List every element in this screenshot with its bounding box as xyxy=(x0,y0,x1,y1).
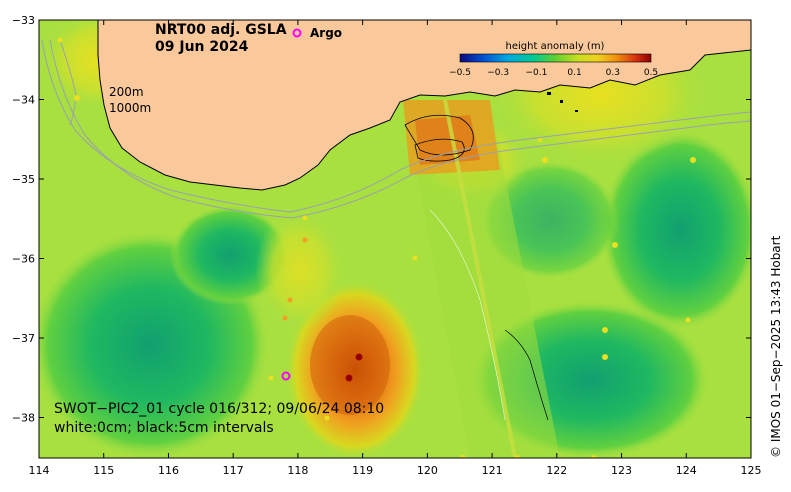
x-tick-label: 118 xyxy=(287,464,308,477)
argo-float-marker[interactable] xyxy=(281,371,291,381)
y-tick-label: −35 xyxy=(12,173,35,186)
y-tick-label: −36 xyxy=(12,253,35,266)
colorbar: height anomaly (m) −0.5 −0.3 −0.1 0.1 0.3 0.5 xyxy=(449,41,658,78)
credit-text: © IMOS 01−Sep−2025 13:43 Hobart xyxy=(769,235,783,458)
y-tick-label: −34 xyxy=(12,94,35,107)
colorbar-tick-label: 0.1 xyxy=(567,68,581,78)
x-tick-label: 117 xyxy=(223,464,244,477)
swot-contour-black-2 xyxy=(414,138,465,162)
x-tick-label: 115 xyxy=(93,464,114,477)
eddy-core xyxy=(310,315,390,415)
swot-contour-black-3 xyxy=(504,329,549,421)
x-tick-label: 119 xyxy=(352,464,373,477)
track-points xyxy=(57,37,696,458)
colorbar-tick-label: 0.3 xyxy=(606,68,620,78)
contour-1000m xyxy=(49,39,751,219)
y-tick-label: −37 xyxy=(12,332,35,345)
yellow-anomaly-center xyxy=(255,210,345,330)
depth-label-1000: 1000m xyxy=(109,101,151,115)
y-tick-label: −38 xyxy=(12,412,35,425)
contour-200m xyxy=(41,39,751,213)
island xyxy=(575,110,578,112)
x-tick-label: 123 xyxy=(611,464,632,477)
x-tick-label: 120 xyxy=(417,464,438,477)
track-point xyxy=(268,375,274,381)
colorbar-tick-label: 0.5 xyxy=(644,68,658,78)
argo-legend-icon xyxy=(292,28,302,38)
colorbar-title: height anomaly (m) xyxy=(506,41,605,52)
colorbar-tick-label: −0.3 xyxy=(487,68,509,78)
swot-contour-black xyxy=(404,114,474,156)
island xyxy=(560,100,563,103)
swot-info-line2: white:0cm; black:5cm intervals xyxy=(54,420,274,436)
colorbar-scale xyxy=(459,53,652,63)
depth-label-200: 200m xyxy=(109,85,144,99)
x-tick-label: 125 xyxy=(741,464,762,477)
plot-frame xyxy=(38,19,752,459)
low-anomaly-east xyxy=(600,130,751,330)
y-tick-label: −33 xyxy=(12,14,35,27)
land-australia xyxy=(97,20,751,191)
island xyxy=(547,92,551,95)
x-tick-label: 122 xyxy=(546,464,567,477)
title-date: 09 Jun 2024 xyxy=(155,39,249,55)
eddy-track-point xyxy=(355,353,363,361)
title-product: NRT00 adj. GSLA xyxy=(155,22,287,38)
x-tick-label: 121 xyxy=(482,464,503,477)
eddy-track-point xyxy=(345,374,353,382)
x-tick-label: 124 xyxy=(676,464,697,477)
swot-info-line1: SWOT−PIC2_01 cycle 016/312; 09/06/24 08:… xyxy=(54,401,384,417)
colorbar-tick-label: −0.5 xyxy=(449,68,471,78)
x-tick-label: 114 xyxy=(29,464,50,477)
swot-contour-white xyxy=(429,209,506,421)
x-tick-label: 116 xyxy=(158,464,179,477)
plot-area xyxy=(39,20,751,458)
colorbar-tick-label: −0.1 xyxy=(525,68,547,78)
contour-west-branch xyxy=(59,39,77,126)
y-axis: −33 −34 −35 −36 −37 −38 xyxy=(12,14,751,425)
x-axis: 114 115 116 117 118 119 120 121 122 123 124 125 xyxy=(29,20,762,477)
argo-legend-label: Argo xyxy=(310,26,342,40)
